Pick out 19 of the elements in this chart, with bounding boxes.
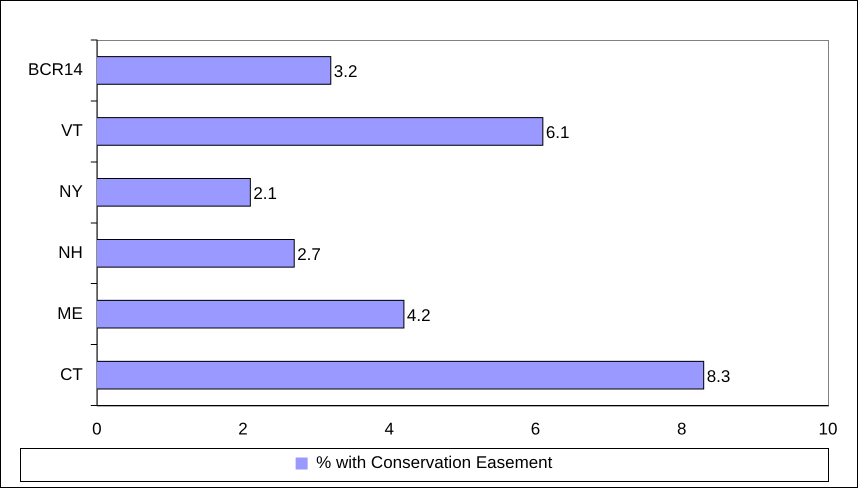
data-label: 2.1	[253, 184, 277, 204]
data-label: 2.7	[297, 244, 321, 264]
data-label: 3.2	[334, 62, 358, 82]
data-label: 6.1	[546, 123, 570, 142]
y-tick-label: VT	[61, 121, 83, 140]
x-tick-label: 8	[677, 419, 686, 438]
x-tick-label: 10	[818, 419, 838, 438]
x-tick-label: 0	[92, 419, 102, 438]
y-tick-label: NY	[59, 182, 83, 202]
legend-label: % with Conservation Easement	[316, 453, 553, 472]
y-tick-label: NH	[58, 242, 83, 262]
data-label: 8.3	[706, 366, 730, 386]
x-tick-label: 6	[530, 419, 540, 438]
y-tick-label: BCR14	[28, 60, 83, 80]
x-tick-label: 4	[384, 419, 394, 438]
data-label: 4.2	[406, 306, 431, 325]
y-tick-label: ME	[57, 304, 83, 323]
x-tick-label: 2	[238, 419, 248, 438]
y-tick-label: CT	[60, 364, 83, 384]
